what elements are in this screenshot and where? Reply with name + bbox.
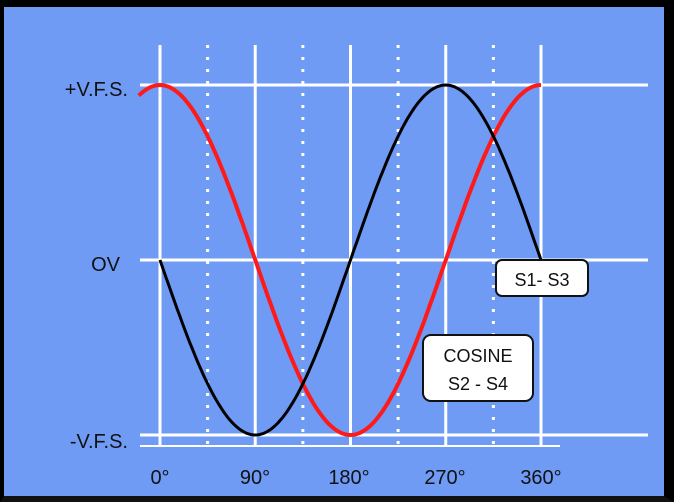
x-tick-label-180: 180°	[328, 467, 369, 489]
x-tick-label-90: 90°	[240, 467, 270, 489]
y-tick-label-middle: OV	[91, 254, 121, 276]
x-tick-label-360: 360°	[520, 467, 561, 489]
callout-s1s3-box	[495, 259, 589, 297]
series-cosine-s2-s4	[137, 82, 542, 438]
x-tick-label-270: 270°	[424, 467, 465, 489]
callout-s1s3-label: S1- S3	[514, 270, 569, 290]
series-s1-s3	[158, 83, 543, 437]
callout-cosine-box	[422, 334, 534, 402]
callouts: S1- S3 COSINE S2 - S4	[422, 259, 589, 402]
grid	[140, 45, 648, 446]
y-tick-label-bottom: -V.F.S.	[70, 431, 128, 453]
callout-cosine-line2: S2 - S4	[448, 374, 508, 394]
y-tick-label-top: +V.F.S.	[65, 79, 128, 101]
x-tick-label-0: 0°	[150, 467, 169, 489]
callout-cosine-line1: COSINE	[443, 346, 512, 366]
series-layer	[137, 82, 543, 438]
labels: +V.F.S. OV -V.F.S. 0° 90° 180° 270° 360°	[65, 79, 562, 489]
